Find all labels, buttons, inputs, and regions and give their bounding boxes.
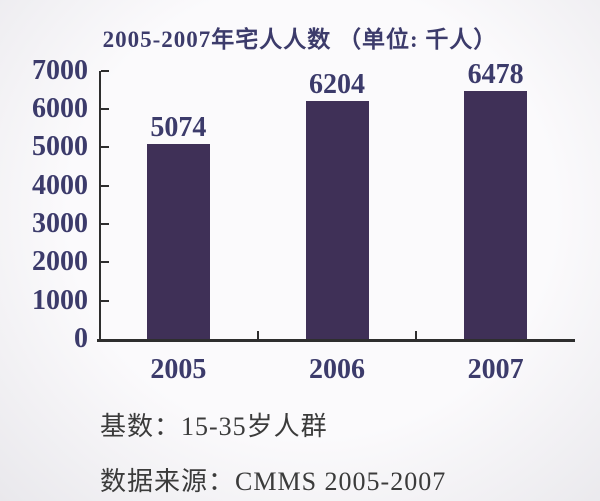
bar-2007 bbox=[464, 90, 528, 339]
x-axis-label: 2006 bbox=[309, 354, 365, 385]
bar-2005 bbox=[146, 144, 210, 339]
y-axis-label: 6000 bbox=[32, 92, 88, 124]
x-tick bbox=[415, 331, 418, 339]
y-axis-label: 3000 bbox=[32, 207, 88, 239]
y-tick bbox=[101, 299, 109, 302]
y-tick bbox=[101, 184, 109, 187]
x-axis-label: 2007 bbox=[467, 354, 524, 385]
bar-value-label: 5074 bbox=[150, 112, 207, 144]
y-tick bbox=[101, 69, 109, 72]
x-axis-label: 2005 bbox=[150, 354, 207, 385]
y-tick bbox=[101, 261, 109, 264]
y-axis-label: 1000 bbox=[32, 284, 88, 316]
bar-2006 bbox=[305, 101, 369, 339]
y-axis-label: 0 bbox=[74, 323, 88, 354]
bar-value-label: 6478 bbox=[467, 58, 524, 90]
footer-source-note: 数据来源：CMMS 2005-2007 bbox=[100, 467, 447, 496]
y-axis-label: 2000 bbox=[32, 246, 88, 278]
y-tick bbox=[101, 107, 109, 110]
y-axis-line bbox=[99, 70, 101, 341]
chart-title: 2005-2007年宅人人数 （单位: 千人） bbox=[102, 27, 498, 52]
y-axis-label: 5000 bbox=[32, 131, 88, 163]
x-axis-line bbox=[97, 339, 575, 342]
x-tick bbox=[256, 331, 259, 339]
y-tick bbox=[101, 222, 109, 225]
y-tick bbox=[101, 146, 109, 149]
y-axis-label: 7000 bbox=[32, 54, 88, 86]
footer-base-note: 基数：15-35岁人群 bbox=[100, 412, 328, 441]
bar-value-label: 6204 bbox=[309, 69, 365, 101]
y-axis-label: 4000 bbox=[32, 169, 88, 201]
